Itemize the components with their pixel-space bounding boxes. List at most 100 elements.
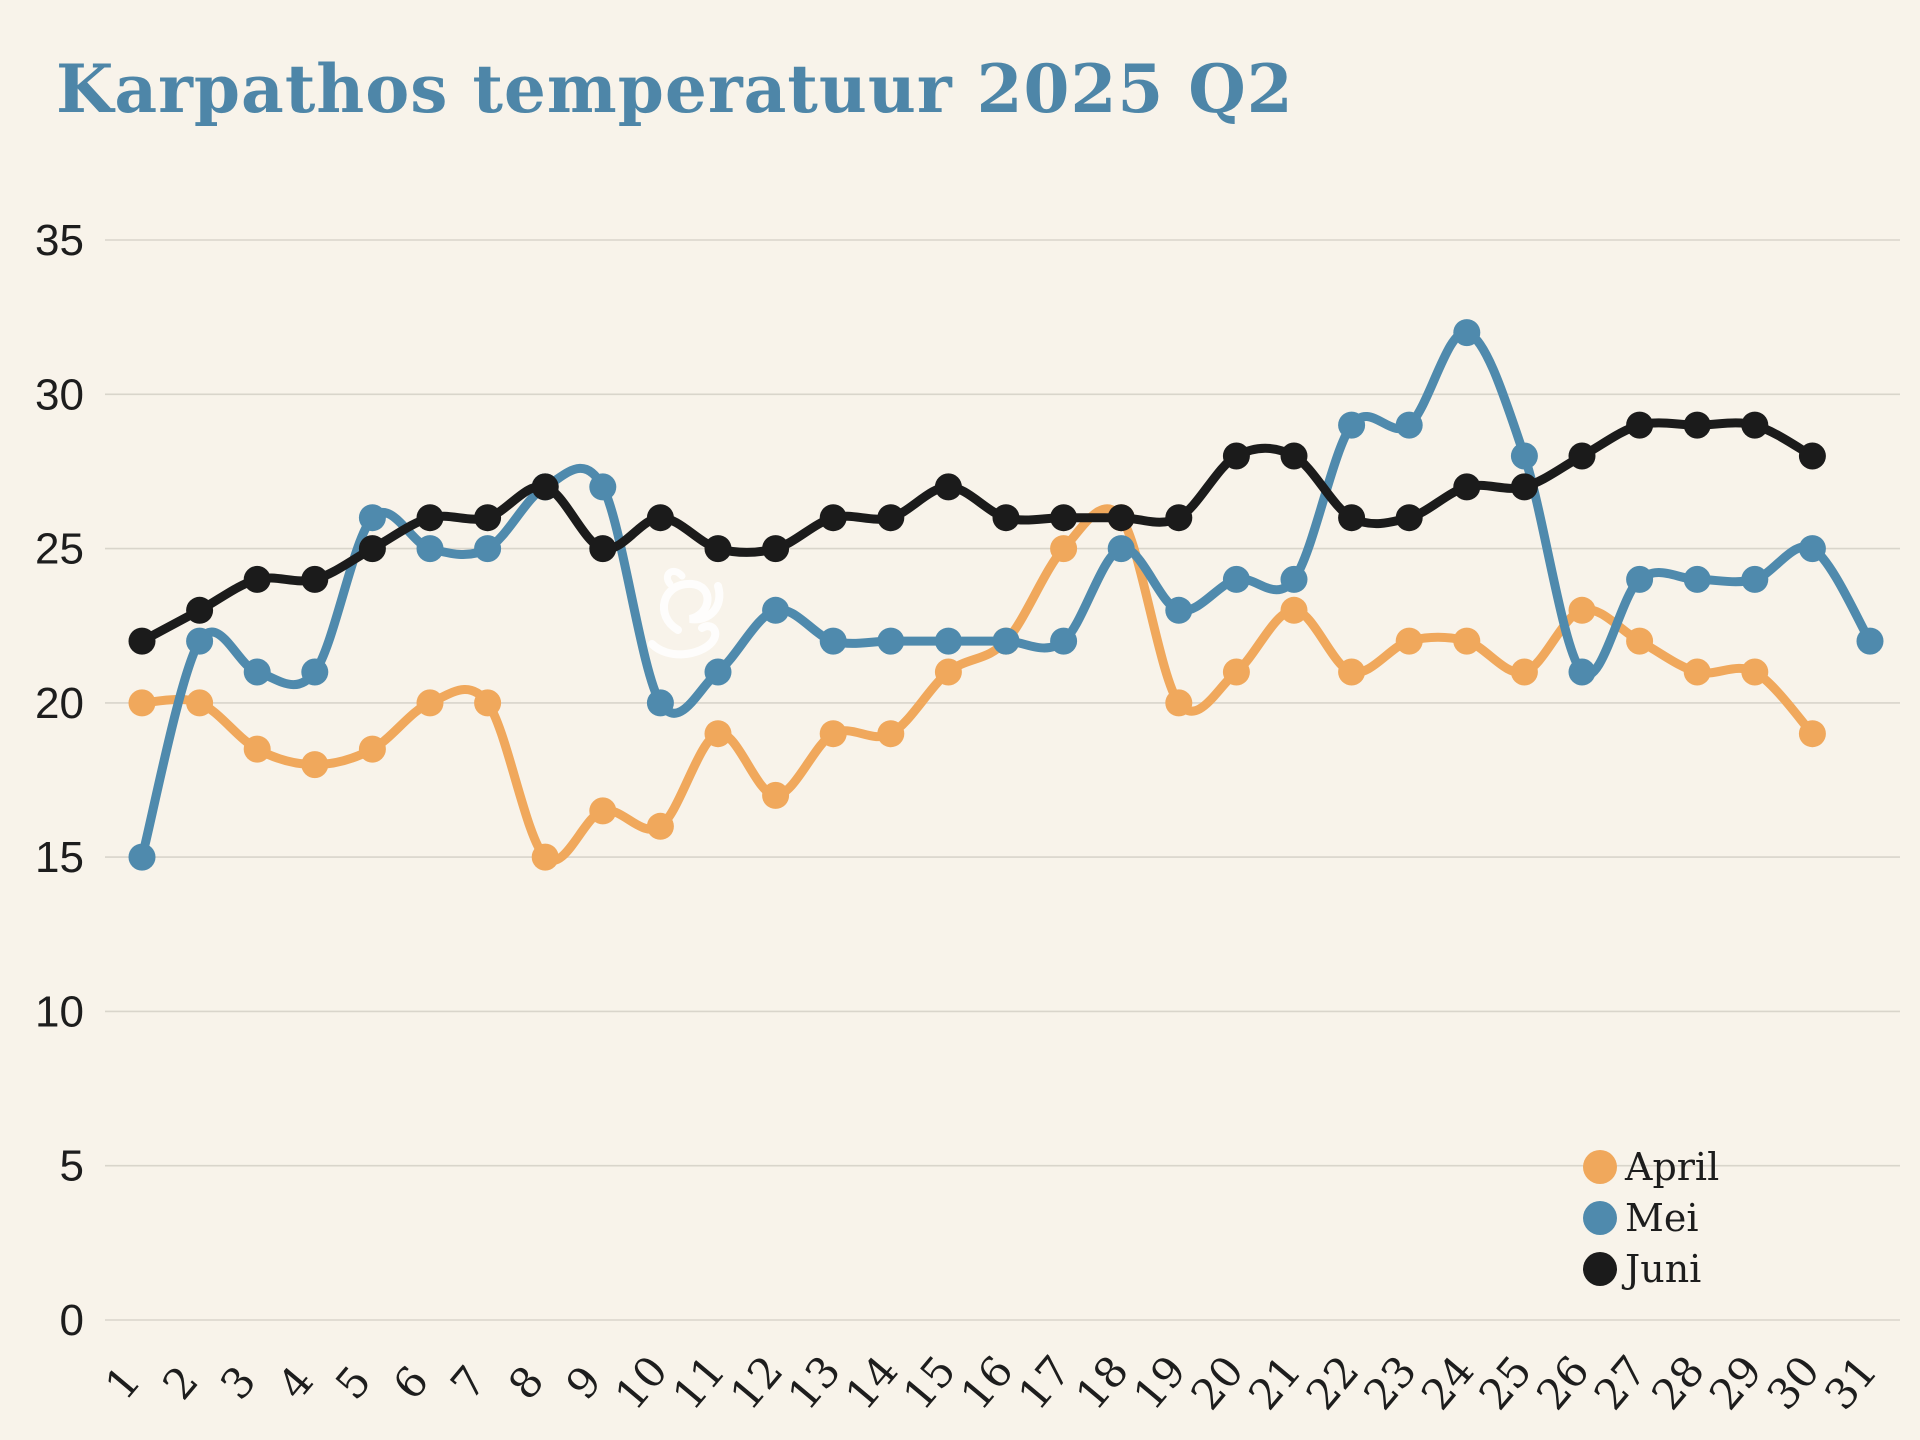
april-point-7	[474, 689, 502, 717]
mei-point-14	[877, 627, 905, 655]
juni-point-8	[531, 473, 559, 501]
april-point-22	[1338, 658, 1366, 686]
mei-point-6	[416, 535, 444, 563]
legend-item-mei: Mei	[1583, 1192, 1719, 1243]
april-point-4	[301, 751, 329, 779]
mei-point-1	[128, 843, 156, 871]
april-point-25	[1510, 658, 1538, 686]
juni-point-11	[704, 535, 732, 563]
x-tick-label-9: 9	[556, 1357, 611, 1409]
april-line	[137, 504, 1817, 865]
april-point-5	[358, 735, 386, 763]
juni-point-7	[474, 504, 502, 532]
mei-point-13	[819, 627, 847, 655]
juni-point-17	[1050, 504, 1078, 532]
series-lines	[128, 319, 1884, 871]
y-tick-label-25: 25	[35, 525, 84, 574]
april-point-24	[1453, 627, 1481, 655]
juni-point-28	[1683, 411, 1711, 439]
x-axis-labels: 1 2 3 4 5 6 7 8 91011121314151617181920212223242…	[96, 1346, 1887, 1418]
x-tick-label-7: 7	[441, 1357, 496, 1409]
y-tick-label-35: 35	[35, 216, 84, 265]
ornament-watermark	[648, 568, 724, 659]
mei-point-20	[1222, 565, 1250, 593]
x-tick-label-6: 6	[384, 1357, 439, 1409]
mei-point-25	[1510, 442, 1538, 470]
april-point-6	[416, 689, 444, 717]
y-tick-label-10: 10	[35, 987, 84, 1036]
juni-point-18	[1107, 504, 1135, 532]
juni-point-25	[1510, 473, 1538, 501]
mei-point-21	[1280, 565, 1308, 593]
x-tick-label-31: 31	[1815, 1346, 1887, 1418]
mei-line	[137, 328, 1875, 862]
mei-point-16	[992, 627, 1020, 655]
april-point-28	[1683, 658, 1711, 686]
juni-point-9	[589, 535, 617, 563]
april-point-27	[1626, 627, 1654, 655]
x-tick-label-1: 1	[96, 1357, 151, 1409]
x-tick-label-4: 4	[268, 1357, 323, 1409]
juni-point-15	[934, 473, 962, 501]
y-tick-label-30: 30	[35, 370, 84, 419]
april-point-11	[704, 720, 732, 748]
legend: April Mei Juni	[1583, 1141, 1719, 1294]
april-point-23	[1395, 627, 1423, 655]
april-point-14	[877, 720, 905, 748]
x-tick-label-5: 5	[326, 1357, 381, 1409]
juni-point-12	[762, 535, 790, 563]
juni-legend-dot-icon	[1583, 1251, 1617, 1286]
x-tick-label-2: 2	[153, 1357, 208, 1409]
juni-legend-label: Juni	[1625, 1246, 1702, 1291]
april-point-30	[1798, 720, 1826, 748]
mei-point-2	[186, 627, 214, 655]
mei-point-30	[1798, 535, 1826, 563]
juni-point-21	[1280, 442, 1308, 470]
y-tick-label-0: 0	[60, 1296, 84, 1345]
april-point-21	[1280, 596, 1308, 624]
april-point-19	[1165, 689, 1193, 717]
juni-point-6	[416, 504, 444, 532]
april-point-20	[1222, 658, 1250, 686]
mei-point-31	[1856, 627, 1884, 655]
juni-point-29	[1741, 411, 1769, 439]
x-tick-label-3: 3	[211, 1357, 266, 1409]
legend-item-juni: Juni	[1583, 1243, 1719, 1294]
april-point-10	[646, 812, 674, 840]
mei-point-9	[589, 473, 617, 501]
mei-point-27	[1626, 565, 1654, 593]
mei-point-17	[1050, 627, 1078, 655]
mei-point-10	[646, 689, 674, 717]
april-point-13	[819, 720, 847, 748]
april-legend-dot-icon	[1583, 1149, 1617, 1184]
y-axis-labels: 0 5 10 15 20 25 30 35	[35, 216, 84, 1345]
april-point-3	[243, 735, 271, 763]
juni-point-1	[128, 627, 156, 655]
april-point-29	[1741, 658, 1769, 686]
mei-point-15	[934, 627, 962, 655]
juni-point-30	[1798, 442, 1826, 470]
y-tick-label-5: 5	[60, 1142, 84, 1191]
mei-legend-dot-icon	[1583, 1200, 1617, 1235]
juni-point-23	[1395, 504, 1423, 532]
juni-point-16	[992, 504, 1020, 532]
legend-item-april: April	[1583, 1141, 1719, 1192]
april-point-8	[531, 843, 559, 871]
chart-title: Karpathos temperatuur 2025 Q2	[56, 50, 1294, 128]
juni-point-22	[1338, 504, 1366, 532]
juni-point-26	[1568, 442, 1596, 470]
juni-point-13	[819, 504, 847, 532]
mei-point-29	[1741, 565, 1769, 593]
april-point-17	[1050, 535, 1078, 563]
gridlines	[105, 239, 1900, 1321]
april-point-1	[128, 689, 156, 717]
juni-point-24	[1453, 473, 1481, 501]
mei-point-4	[301, 658, 329, 686]
juni-point-5	[358, 535, 386, 563]
mei-point-18	[1107, 535, 1135, 563]
juni-point-20	[1222, 442, 1250, 470]
april-legend-label: April	[1625, 1144, 1720, 1189]
mei-point-24	[1453, 319, 1481, 347]
x-tick-label-8: 8	[499, 1357, 554, 1409]
